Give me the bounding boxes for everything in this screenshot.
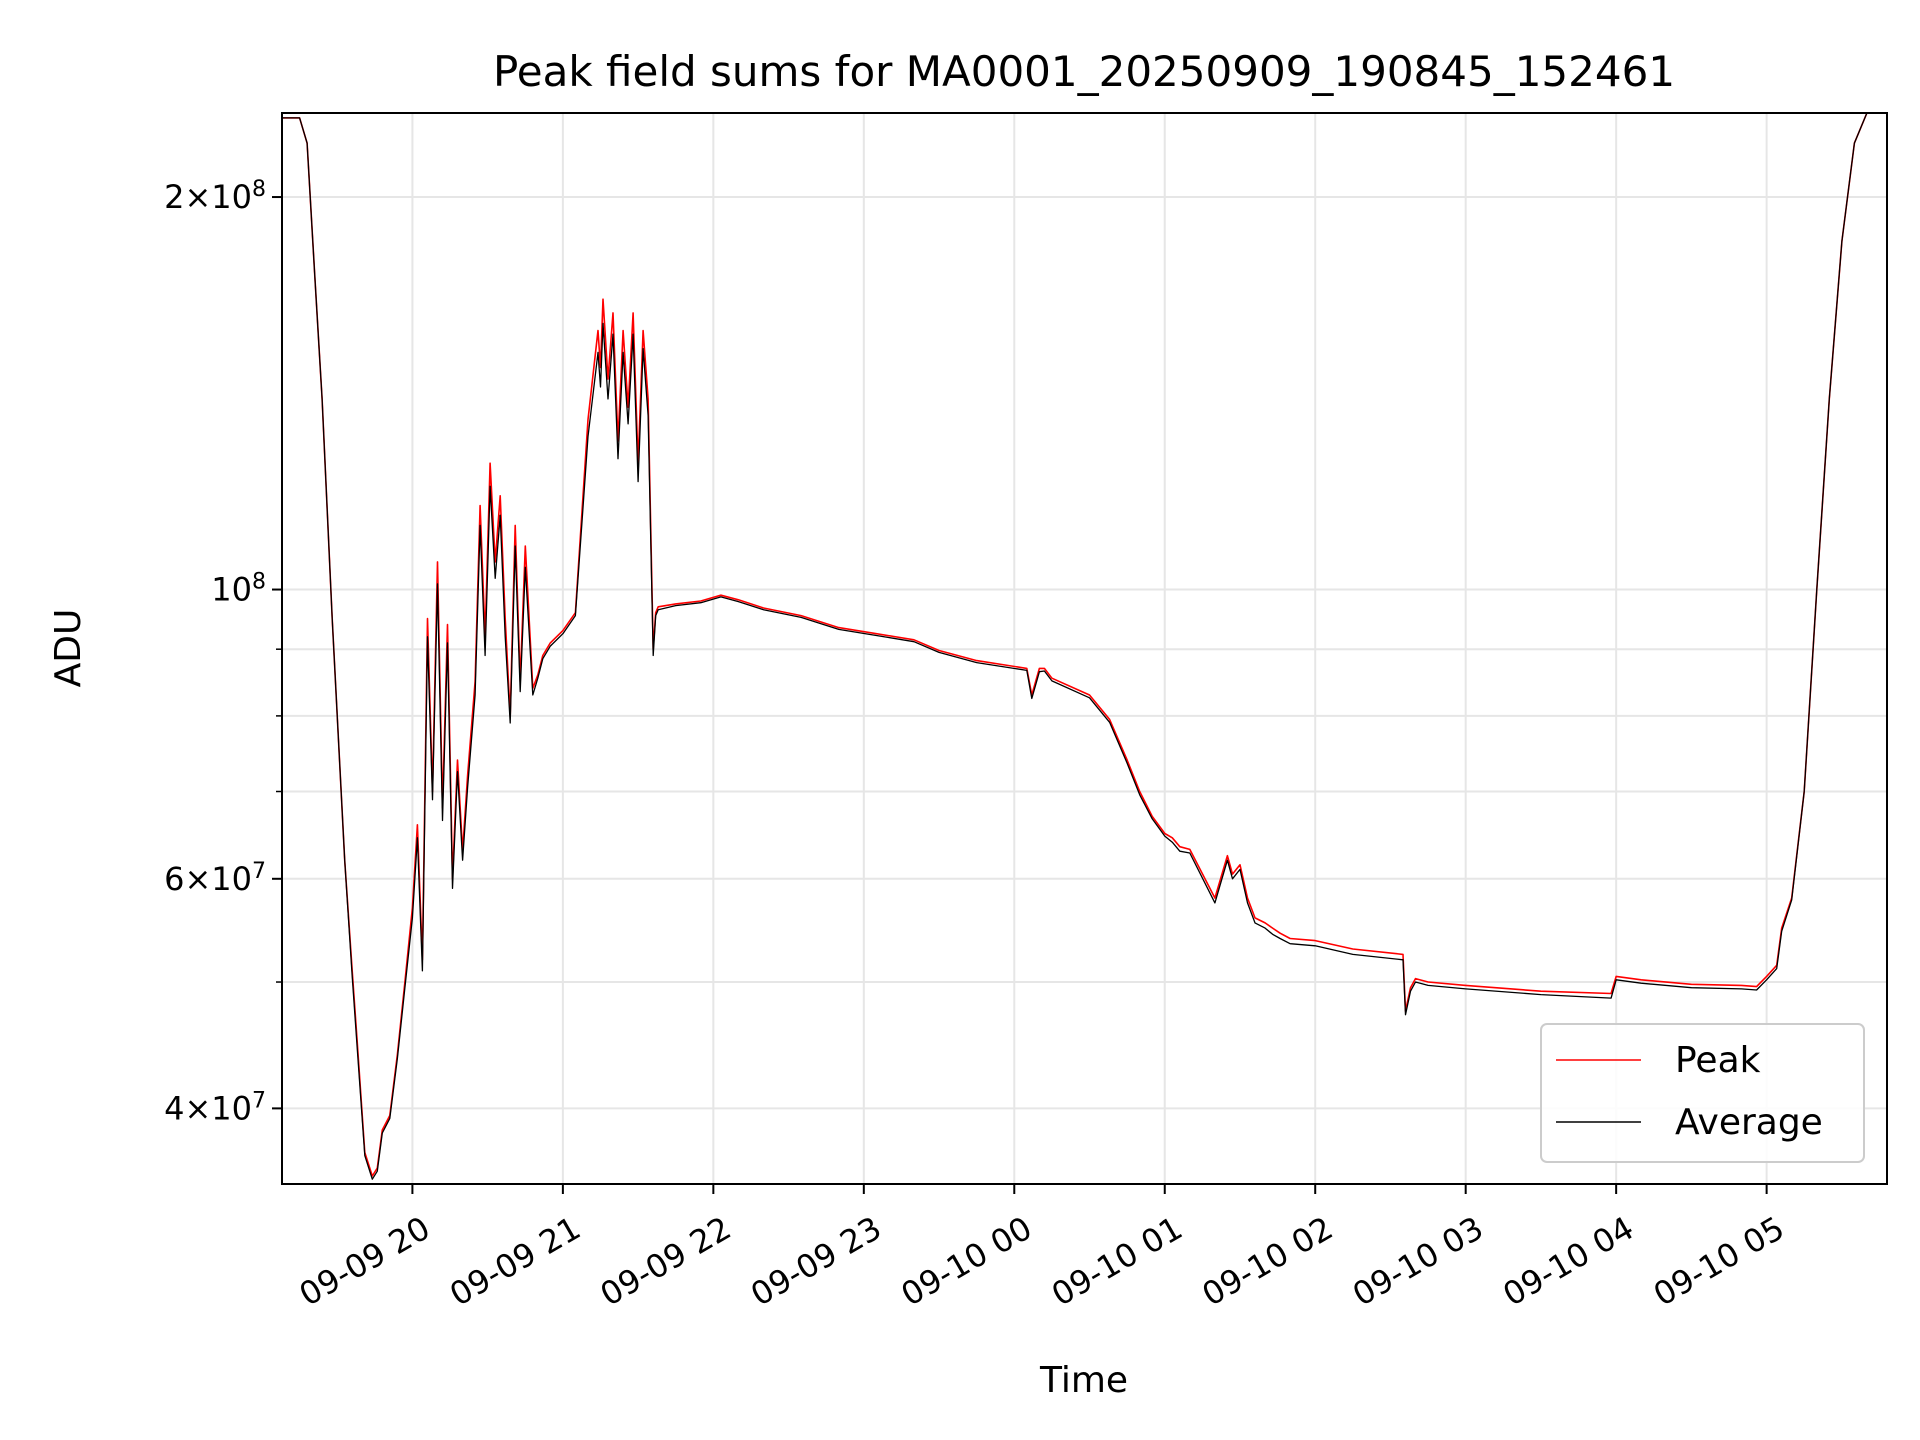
chart-title: Peak field sums for MA0001_20250909_1908… (493, 47, 1675, 96)
legend-label-peak: Peak (1675, 1040, 1761, 1081)
x-axis-label: Time (1039, 1360, 1128, 1401)
y-tick-label: 4×107 (164, 1088, 266, 1128)
series-line-average (282, 113, 1887, 1180)
y-tick-label: 108 (211, 569, 266, 609)
y-tick-label: 2×108 (164, 177, 266, 217)
legend: Peak Average (1540, 1023, 1865, 1163)
series-layer (282, 113, 1887, 1180)
y-axis-label: ADU (48, 609, 89, 688)
y-tick-label: 6×107 (164, 858, 266, 898)
legend-label-average: Average (1675, 1102, 1823, 1143)
y-axis-ticks: 4×107 6×107 108 2×108 (164, 177, 282, 1128)
legend-box (1540, 1023, 1865, 1163)
grid (282, 113, 1887, 1184)
